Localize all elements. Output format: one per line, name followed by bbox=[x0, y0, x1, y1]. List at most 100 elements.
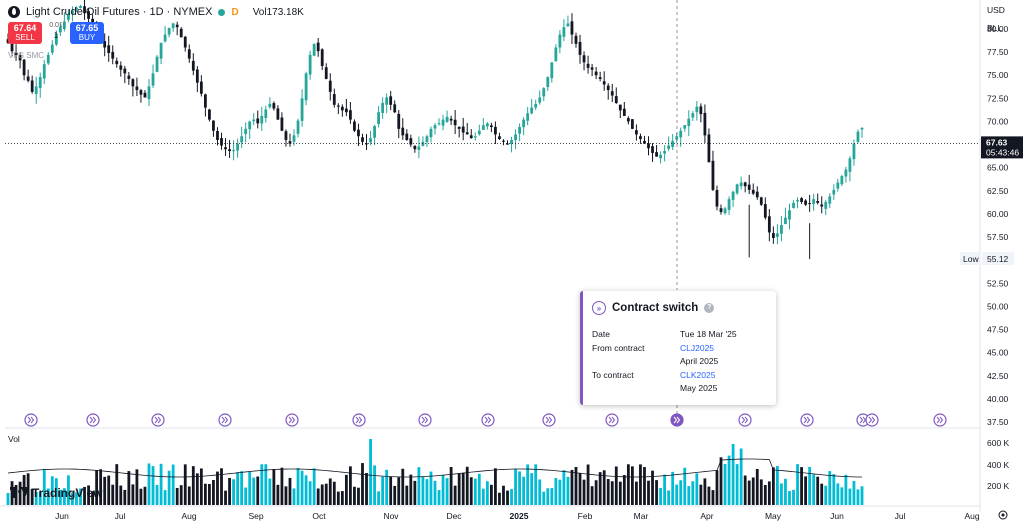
volume-bar bbox=[99, 469, 103, 505]
buy-button[interactable]: 67.65 BUY bbox=[70, 22, 104, 44]
volume-bar bbox=[95, 469, 99, 505]
candle bbox=[711, 160, 715, 190]
candle bbox=[526, 113, 530, 121]
candle bbox=[324, 67, 328, 79]
sell-price: 67.64 bbox=[13, 23, 37, 33]
contract-switch-icon[interactable] bbox=[24, 413, 38, 427]
volume-bar bbox=[425, 479, 429, 505]
row-value: April 2025 bbox=[680, 356, 719, 366]
buy-price: 67.65 bbox=[75, 23, 99, 33]
contract-switch-icon[interactable] bbox=[86, 413, 100, 427]
candle bbox=[143, 92, 147, 98]
contract-switch-icon[interactable] bbox=[800, 413, 814, 427]
contract-switch-icon[interactable] bbox=[933, 413, 947, 427]
gear-icon[interactable] bbox=[998, 510, 1008, 520]
volume-bar bbox=[711, 490, 715, 505]
contract-switch-icon[interactable] bbox=[605, 413, 619, 427]
volume-bar bbox=[256, 476, 260, 505]
candle bbox=[79, 5, 82, 8]
volume-bar bbox=[143, 486, 147, 505]
indicator-label[interactable]: VPS SMC bbox=[8, 51, 45, 60]
volume-bar bbox=[385, 469, 389, 505]
candle bbox=[71, 10, 74, 14]
candle bbox=[393, 104, 397, 113]
currency-selector[interactable]: USD bbox=[987, 5, 1005, 15]
quantity-value[interactable]: 1 bbox=[53, 31, 59, 40]
help-icon[interactable]: ? bbox=[704, 303, 715, 313]
chevron-right-icon bbox=[868, 416, 876, 424]
volume-bar bbox=[417, 467, 421, 505]
sell-button[interactable]: 67.64 SELL bbox=[8, 22, 42, 44]
gear-ring bbox=[998, 510, 1008, 520]
volume-bar bbox=[268, 478, 272, 505]
symbol-legend[interactable]: Light Crude Oil Futures · 1D · NYMEX D V… bbox=[8, 6, 304, 18]
candle bbox=[236, 143, 240, 151]
tradingview-logo[interactable]: TradingView bbox=[10, 486, 102, 500]
candle bbox=[755, 191, 759, 198]
symbol-title[interactable]: Light Crude Oil Futures · 1D · NYMEX bbox=[26, 6, 213, 18]
volume-bar bbox=[635, 481, 638, 505]
contract-switch-icon[interactable] bbox=[670, 413, 684, 427]
chevron-right-icon bbox=[421, 416, 429, 424]
contract-switch-icon[interactable] bbox=[285, 413, 299, 427]
candle bbox=[320, 49, 324, 66]
candle bbox=[699, 106, 703, 115]
price-tick-label: 60.00 bbox=[987, 209, 1009, 219]
contract-switch-icon[interactable] bbox=[865, 413, 879, 427]
candle bbox=[473, 136, 477, 138]
volume-bar bbox=[594, 480, 598, 505]
candle bbox=[421, 141, 425, 146]
row-key: Date bbox=[592, 329, 610, 339]
candle bbox=[856, 131, 860, 142]
candle bbox=[107, 45, 111, 54]
volume-bar bbox=[320, 484, 324, 505]
candle bbox=[461, 126, 465, 133]
from-contract-link[interactable]: CLJ2025 bbox=[680, 343, 715, 353]
volume-bar bbox=[155, 484, 159, 505]
volume-bar bbox=[812, 474, 816, 505]
contract-switch-icon[interactable] bbox=[418, 413, 432, 427]
volume-bar bbox=[159, 463, 163, 505]
price-tick-label: 75.00 bbox=[987, 70, 1009, 80]
volume-bar bbox=[784, 478, 787, 505]
volume-bar bbox=[236, 472, 240, 505]
volume-bar bbox=[183, 464, 187, 505]
price-tick-label: 52.50 bbox=[987, 278, 1009, 288]
volume-bar bbox=[465, 466, 469, 505]
volume-bar bbox=[91, 491, 94, 505]
contract-switch-icon[interactable] bbox=[151, 413, 165, 427]
candle bbox=[449, 118, 453, 121]
contract-switch-icon[interactable] bbox=[481, 413, 495, 427]
contract-switch-icon[interactable] bbox=[352, 413, 366, 427]
volume-bar bbox=[147, 463, 151, 505]
volume-bar bbox=[461, 472, 465, 505]
unit-selector[interactable]: BLL bbox=[987, 23, 1002, 33]
volume-bar bbox=[111, 484, 115, 505]
price-tick-label: 45.00 bbox=[987, 348, 1009, 358]
volume-tick-label: 200 K bbox=[987, 481, 1010, 491]
candle bbox=[50, 44, 54, 53]
to-contract-link[interactable]: CLK2025 bbox=[680, 370, 716, 380]
candle bbox=[735, 184, 739, 194]
volume-bar bbox=[393, 485, 397, 505]
volume-bar bbox=[747, 480, 751, 505]
contract-switch-icon[interactable] bbox=[542, 413, 556, 427]
volume-bar bbox=[203, 483, 207, 505]
contract-switch-icon[interactable] bbox=[738, 413, 752, 427]
volume-bar bbox=[755, 468, 759, 505]
candle bbox=[659, 154, 662, 159]
candle bbox=[340, 106, 344, 111]
volume-bar bbox=[405, 485, 409, 505]
volume-bar bbox=[42, 468, 46, 505]
volume-bar bbox=[58, 489, 62, 505]
time-tick-label: May bbox=[765, 511, 782, 521]
volume-bar bbox=[558, 479, 562, 505]
candle bbox=[630, 119, 634, 129]
candle bbox=[103, 41, 107, 48]
volume-bar bbox=[840, 487, 844, 505]
candle bbox=[852, 143, 856, 160]
interval-badge: D bbox=[231, 6, 239, 18]
contract-switch-icon[interactable] bbox=[218, 413, 232, 427]
